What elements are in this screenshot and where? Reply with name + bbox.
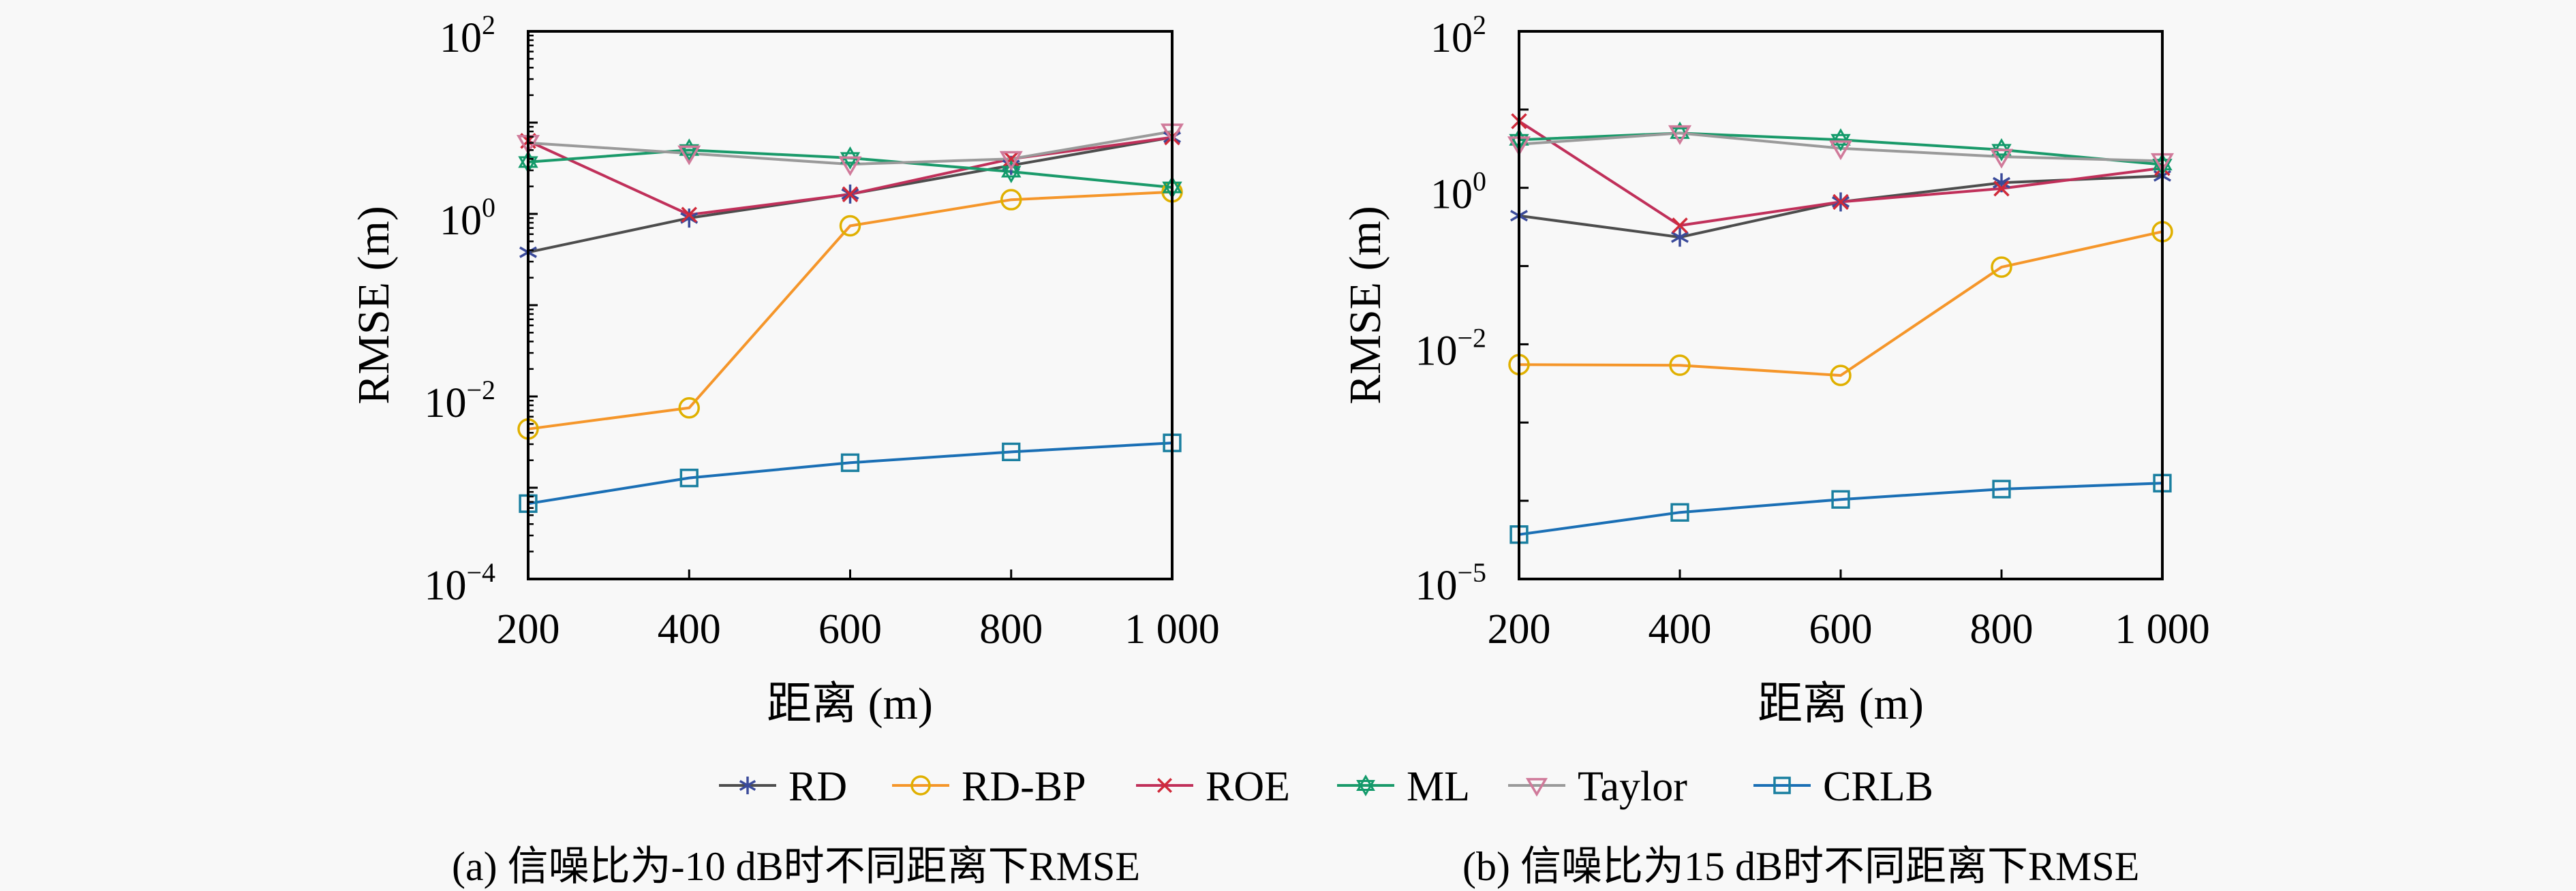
data-point-ml [840, 146, 861, 170]
data-point-rd-bp [678, 396, 700, 419]
x-tick-label: 1 000 [1124, 606, 1220, 653]
x-tick-label: 600 [1809, 606, 1873, 653]
data-point-roe [1993, 180, 2010, 197]
series-line-taylor [527, 130, 1173, 166]
data-point-crlb [1002, 442, 1021, 462]
legend-label: RD [788, 764, 847, 810]
plot-a: 200 400 600 800 1 000 102 100 10−2 10−4 距离 (m) R… [349, 10, 1220, 889]
legend-marker-asterisk-icon [739, 777, 756, 794]
data-point-roe [1833, 193, 1849, 210]
x-tick-label: 600 [818, 606, 882, 653]
plot-b-caption: (b) 信噪比为15 dB时不同距离下RMSE [1462, 844, 2139, 889]
x-tick-label: 200 [1488, 606, 1551, 653]
plot-b: 200 400 600 800 1 000 102 100 10−2 10−5 距离 (m) R… [1340, 10, 2210, 889]
legend-item-roe: ROE [1136, 764, 1290, 810]
plot-a-caption: (a) 信噪比为-10 dB时不同距离下RMSE [452, 844, 1140, 889]
plot-a-ticks: 200 400 600 800 1 000 102 100 10−2 10−4 [424, 10, 1219, 653]
legend-item-rd-bp: RD-BP [892, 764, 1086, 810]
series-line-rd-bp [1518, 230, 2163, 377]
plot-b-series [1507, 113, 2175, 544]
data-point-rd [1671, 228, 1689, 247]
data-point-rd-bp [1000, 189, 1022, 210]
plot-a-x-axis-title: 距离 (m) [767, 679, 933, 729]
data-point-crlb [840, 453, 860, 472]
data-point-taylor [677, 145, 701, 166]
legend-marker-hexagram-icon [1356, 775, 1375, 796]
y-tick-label: 100 [440, 192, 495, 244]
legend-label: CRLB [1823, 764, 1933, 810]
y-tick-label: 10−2 [1415, 322, 1486, 374]
data-point-crlb [1831, 490, 1850, 509]
y-tick-label: 10−5 [1415, 557, 1486, 609]
data-point-roe [1672, 217, 1688, 234]
y-tick-label: 10−2 [424, 375, 495, 426]
y-tick-label: 100 [1430, 166, 1486, 218]
data-point-ml [1991, 138, 2012, 161]
y-tick-label: 10−4 [424, 557, 495, 609]
legend-label: Taylor [1578, 764, 1687, 810]
series-line-ml [1518, 131, 2163, 166]
legend-label: RD-BP [962, 764, 1086, 810]
data-point-roe [681, 206, 697, 223]
data-point-taylor [1668, 125, 1692, 145]
data-point-taylor [1989, 148, 2014, 169]
x-tick-label: 800 [1970, 606, 2034, 653]
data-point-crlb [679, 468, 699, 488]
legend-marker-cross-icon [1157, 778, 1172, 793]
legend-item-crlb: CRLB [1753, 764, 1933, 810]
data-point-taylor [838, 156, 862, 176]
legend-item-taylor: Taylor [1508, 764, 1687, 810]
data-point-rd-bp [1991, 256, 2012, 278]
data-point-rd-bp [839, 215, 861, 237]
y-tick-label: 102 [1430, 10, 1486, 61]
x-tick-label: 400 [1649, 606, 1712, 653]
series-line-crlb [1518, 482, 2163, 536]
x-tick-label: 400 [658, 606, 721, 653]
legend-label: ML [1407, 764, 1470, 810]
plot-b-y-axis-title: RMSE (m) [1340, 206, 1390, 405]
plot-b-x-axis-title: 距离 (m) [1758, 679, 1924, 729]
data-point-crlb [1992, 480, 2011, 499]
plot-a-y-axis-title: RMSE (m) [349, 206, 399, 405]
legend-item-ml: ML [1337, 764, 1470, 810]
x-tick-label: 1 000 [2115, 606, 2210, 653]
data-point-taylor [1828, 140, 1853, 161]
legend-marker-square-icon [1773, 777, 1791, 794]
data-point-crlb [1670, 503, 1689, 522]
data-point-taylor [999, 151, 1023, 171]
y-tick-label: 102 [440, 10, 495, 61]
plot-b-frame [1518, 30, 2164, 580]
series-line-crlb [527, 441, 1173, 505]
x-tick-label: 800 [979, 606, 1043, 653]
data-point-rd-bp [1669, 354, 1691, 376]
legend-label: ROE [1206, 764, 1290, 810]
plot-a-frame [527, 30, 1174, 580]
x-tick-label: 200 [497, 606, 560, 653]
data-point-roe [1003, 151, 1019, 168]
legend-marker-triangle-down-icon [1525, 778, 1548, 797]
data-point-roe [842, 186, 859, 202]
legend: RD RD-BP ROE ML Taylor CRLB [719, 764, 1933, 810]
legend-marker-circle-icon [910, 775, 931, 796]
data-point-rd-bp [1830, 364, 1852, 386]
series-line-rd-bp [527, 190, 1173, 431]
legend-item-rd: RD [719, 764, 847, 810]
